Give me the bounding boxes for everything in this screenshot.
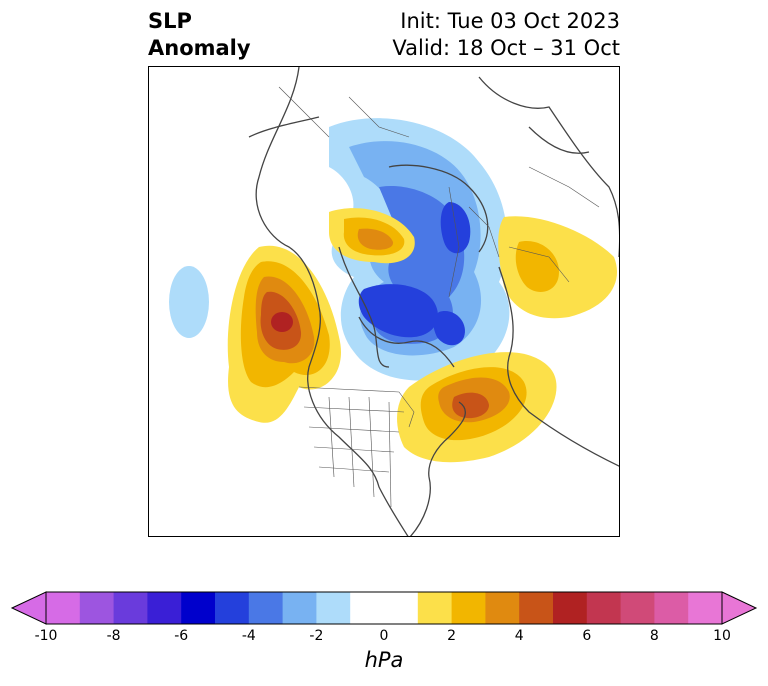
colorbar-cell [215, 592, 250, 624]
colorbar-extend-low [10, 591, 47, 625]
colorbar-tick-label: -4 [241, 628, 256, 644]
map-title: SLP Anomaly [148, 8, 251, 62]
colorbar-cell [620, 592, 655, 624]
colorbar [10, 591, 758, 625]
positive-anomaly-alaska [227, 245, 341, 423]
colorbar-tick-label: -8 [106, 628, 121, 644]
colorbar-outline [45, 591, 723, 625]
colorbar-cell [316, 592, 351, 624]
colorbar-cell [79, 592, 115, 624]
valid-range: Valid: 18 Oct – 31 Oct [392, 36, 620, 60]
map-subtitle: Init: Tue 03 Oct 2023 Valid: 18 Oct – 31… [392, 8, 620, 62]
colorbar-cell [350, 592, 385, 624]
colorbar-tick-label: 2 [447, 628, 457, 644]
positive-anomaly-europe [498, 216, 617, 319]
colorbar-cells [10, 591, 758, 625]
colorbar-cell [519, 592, 554, 624]
colorbar-tick-label: -6 [174, 628, 189, 644]
anomaly-map [148, 66, 620, 537]
colorbar-cell [485, 592, 520, 624]
colorbar-cell [384, 592, 419, 624]
colorbar-cell [586, 592, 622, 624]
colorbar-extend-high [721, 591, 758, 625]
colorbar-tick-label: -10 [34, 628, 58, 644]
colorbar-cell [654, 592, 689, 624]
colorbar-unit: hPa [364, 648, 404, 672]
colorbar-cell [417, 592, 453, 624]
map-canvas [169, 67, 619, 536]
colorbar-cell [181, 592, 216, 624]
negative-anomaly-pacific [169, 266, 209, 338]
colorbar-cell [451, 592, 486, 624]
colorbar-cell [46, 592, 81, 624]
colorbar-tick-label: -2 [309, 628, 324, 644]
colorbar-cell [248, 592, 284, 624]
colorbar-cell [113, 592, 148, 624]
colorbar-cell [688, 592, 723, 624]
country-borders [278, 86, 600, 508]
colorbar-cell [553, 592, 588, 624]
colorbar-cell [282, 592, 317, 624]
positive-anomaly-siberia-coast [329, 208, 415, 264]
colorbar-tick-label: 0 [379, 628, 389, 644]
colorbar-tick-label: 4 [514, 628, 524, 644]
positive-anomaly-atlantic [397, 352, 557, 463]
colorbar-tick-label: 8 [649, 628, 659, 644]
coastlines [248, 67, 619, 536]
negative-anomaly-arctic [329, 118, 510, 381]
colorbar-tick-label: 6 [582, 628, 592, 644]
title-variable: SLP [148, 9, 192, 33]
colorbar-cell [147, 592, 182, 624]
colorbar-tick-label: 10 [713, 628, 731, 644]
title-type: Anomaly [148, 36, 251, 60]
init-date: Init: Tue 03 Oct 2023 [400, 9, 620, 33]
